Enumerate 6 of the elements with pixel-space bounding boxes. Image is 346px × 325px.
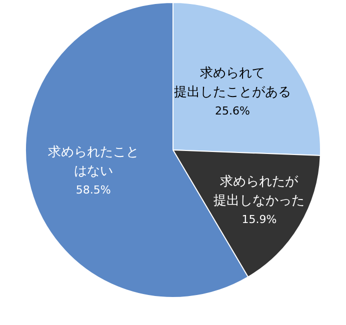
data-label: 58.5% — [76, 184, 111, 197]
data-label: 25.6% — [215, 104, 250, 118]
slice-label: 求められたが提出しなかった — [214, 174, 305, 209]
data-label: 15.9% — [242, 213, 277, 226]
slice-label: 求められて提出したことがある — [174, 66, 291, 100]
slice-label: 求められたことはない — [48, 145, 139, 180]
